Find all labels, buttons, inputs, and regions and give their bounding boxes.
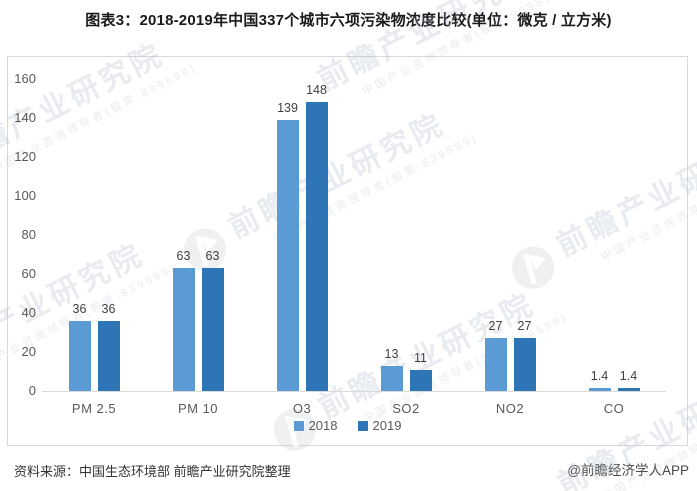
y-tick-label: 0 bbox=[28, 383, 36, 398]
category-group-so2: 13 11 SO2 bbox=[354, 80, 458, 416]
bar-2018: 36 bbox=[68, 302, 91, 391]
y-tick-label: 140 bbox=[14, 110, 36, 125]
category-group-o3: 139 148 O3 bbox=[250, 80, 354, 416]
x-axis-label: O3 bbox=[292, 401, 312, 416]
bar-value-label: 11 bbox=[414, 350, 427, 365]
bar-2018: 13 bbox=[380, 347, 403, 391]
bar-value-label: 27 bbox=[488, 319, 503, 334]
bar-2019: 27 bbox=[513, 319, 536, 391]
plot-area: 36 36 PM 2.5 63 63 PM 10 139 148 O3 13 11 SO2 27 27 NO… bbox=[42, 80, 666, 416]
legend-label: 2019 bbox=[372, 418, 402, 433]
bar-2018: 63 bbox=[172, 249, 195, 391]
bar-2018: 139 bbox=[276, 101, 299, 391]
legend-item-2019: 2019 bbox=[357, 418, 402, 433]
y-tick-label: 160 bbox=[14, 71, 36, 86]
y-tick-label: 40 bbox=[21, 305, 36, 320]
bar-value-label: 63 bbox=[176, 249, 191, 264]
bar-value-label: 1.4 bbox=[619, 369, 638, 384]
y-tick-label: 20 bbox=[21, 344, 36, 359]
bar-value-label: 63 bbox=[205, 249, 220, 264]
x-axis-label: NO2 bbox=[495, 401, 525, 416]
y-tick-label: 100 bbox=[14, 188, 36, 203]
category-group-pm-10: 63 63 PM 10 bbox=[146, 80, 250, 416]
bar-value-label: 148 bbox=[306, 83, 327, 98]
bar-2019: 148 bbox=[305, 83, 328, 391]
bar-2019: 63 bbox=[201, 249, 224, 391]
bar-value-label: 36 bbox=[101, 301, 116, 316]
credit-note: @前瞻经济学人APP bbox=[567, 463, 689, 478]
legend-item-2018: 2018 bbox=[293, 418, 338, 433]
bar-value-label: 36 bbox=[72, 301, 87, 316]
x-axis-label: SO2 bbox=[392, 401, 420, 416]
y-tick-label: 80 bbox=[21, 227, 36, 242]
legend-label: 2018 bbox=[308, 418, 338, 433]
legend-swatch-2018 bbox=[293, 420, 304, 431]
y-tick-label: 120 bbox=[14, 149, 36, 164]
legend-swatch-2019 bbox=[357, 420, 368, 431]
bar-2019: 1.4 bbox=[617, 369, 640, 391]
bar-value-label: 13 bbox=[384, 346, 399, 361]
bar-2018: 1.4 bbox=[588, 369, 611, 391]
bar-2018: 27 bbox=[484, 319, 507, 391]
category-group-no2: 27 27 NO2 bbox=[458, 80, 562, 416]
bar-value-label: 27 bbox=[517, 319, 532, 334]
bar-2019: 36 bbox=[97, 302, 120, 391]
y-tick-label: 60 bbox=[21, 266, 36, 281]
category-group-co: 1.4 1.4 CO bbox=[562, 80, 666, 416]
legend: 2018 2019 bbox=[8, 418, 687, 433]
footer: 资料来源：中国生态环境部 前瞻产业研究院整理 @前瞻经济学人APP bbox=[0, 456, 697, 486]
bar-2019: 11 bbox=[409, 351, 432, 391]
bar-value-label: 139 bbox=[277, 100, 298, 115]
category-group-pm-2.5: 36 36 PM 2.5 bbox=[42, 80, 146, 416]
x-axis-label: PM 10 bbox=[177, 401, 219, 416]
x-axis-label: PM 2.5 bbox=[71, 401, 117, 416]
source-note: 资料来源：中国生态环境部 前瞻产业研究院整理 bbox=[14, 464, 291, 479]
bar-value-label: 1.4 bbox=[590, 369, 609, 384]
chart-title: 图表3：2018-2019年中国337个城市六项污染物浓度比较(单位：微克 / … bbox=[85, 12, 612, 29]
x-axis-label: CO bbox=[603, 401, 625, 416]
